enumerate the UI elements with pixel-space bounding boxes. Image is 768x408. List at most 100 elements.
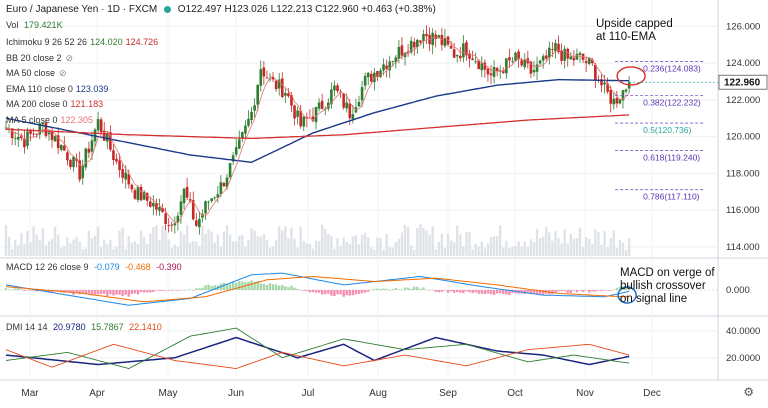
last-price-value: 122.960 [724,78,761,89]
macd-histogram-bar [78,290,81,295]
volume-bar [176,246,180,256]
candle-body [118,160,121,171]
price-tick-label: 118.000 [726,168,760,179]
candle-body [468,53,471,59]
volume-bar [259,236,262,256]
settings-gear-icon[interactable]: ⚙ [743,385,754,399]
macd-histogram-bar [136,290,140,295]
x-tick-label: Sep [439,388,457,399]
candle-body [612,98,616,105]
volume-bar [330,235,333,256]
macd-histogram-bar [532,290,536,294]
volume-bar [210,231,213,256]
macd-histogram-bar [253,281,256,290]
x-tick-label: Dec [643,388,661,399]
macd-histogram-bar [146,290,149,293]
macd-histogram-bar [419,288,422,290]
last-price-tag [718,74,768,90]
volume-bar [523,241,526,256]
candle-body [348,103,352,119]
candle-body [139,186,143,201]
volume-bar [566,243,569,256]
interval-label: 1D [107,4,120,15]
volume-bar [502,247,505,256]
macd-histogram-bar [26,290,29,291]
volume-bar [66,237,69,256]
volume-bar [431,226,434,256]
candle-body [526,58,530,64]
candle-body [195,220,198,226]
eye-off-icon[interactable]: ⊘ [65,52,74,63]
legend-value: 123.039 [75,83,109,94]
symbol-title: Euro / Japanese Yen [6,4,99,15]
candle-body [158,207,161,211]
macd-histogram-bar [597,290,600,291]
candle-body [182,188,186,204]
macd-histogram-bar [17,288,20,290]
eye-off-icon[interactable]: ⊘ [59,68,67,78]
candle-body [330,89,333,105]
volume-bar [360,234,364,256]
macd-histogram-bar [588,290,591,293]
candle-body [440,34,444,45]
volume-bar [20,232,23,256]
volume-bar [541,236,545,256]
candle-body [363,76,367,86]
volume-bar [253,230,256,256]
candle-body [50,131,54,141]
volume-bar [495,236,499,256]
volume-bar [256,236,259,256]
macd-histogram-bar [164,290,167,291]
macd-histogram-bar [32,290,35,291]
macd-histogram-bar [557,290,560,292]
macd-histogram-bar [477,290,480,294]
macd-signal-line [5,275,630,303]
volume-bar [63,245,66,256]
candle-body [419,40,422,43]
macd-histogram-bar [385,288,388,290]
volume-bar [351,236,355,256]
volume-bar [627,238,631,256]
volume-bar [109,239,112,256]
volume-bar [437,241,441,256]
macd-histogram-bar [299,290,302,291]
macd-histogram-bar [182,289,186,291]
candle-body [161,207,164,213]
volume-bar [14,239,17,256]
volume-bar [336,237,339,256]
volume-bar [268,247,272,256]
macd-histogram-bar [90,290,94,296]
macd-legend: MACD 12 26 close 9 -0.079 -0.468 -0.390 [6,262,182,273]
macd-histogram-bar [149,290,152,293]
candle-body [317,102,321,109]
macd-histogram-bar [296,288,299,290]
volume-bar [287,238,290,256]
candle-body [379,70,382,77]
macd-histogram-bar [56,290,60,292]
volume-bar [139,230,143,256]
volume-value: 179.421K [24,20,63,30]
volume-bar [118,231,121,256]
macd-histogram-bar [127,290,130,297]
macd-histogram-bar [10,289,14,291]
volume-bar [35,234,38,256]
volume-bar [170,247,173,256]
macd-histogram-bar [409,288,413,290]
volume-bar [271,246,275,256]
candle-body [63,145,66,151]
macd-histogram-bar [231,281,235,290]
candle-body [606,83,609,92]
volume-bar [96,226,100,256]
macd-histogram-bar [551,290,554,294]
macd-histogram-bar [554,290,557,293]
macd-histogram-bar [492,290,496,295]
candle-body [511,61,514,63]
volume-bar [370,247,373,256]
candle-body [603,82,606,85]
volume-bar [548,232,551,256]
volume-bar [342,237,345,256]
candle-body [452,49,456,58]
candle-body [333,85,336,91]
macd-histogram-bar [569,290,572,294]
macd-histogram-bar [434,290,437,292]
